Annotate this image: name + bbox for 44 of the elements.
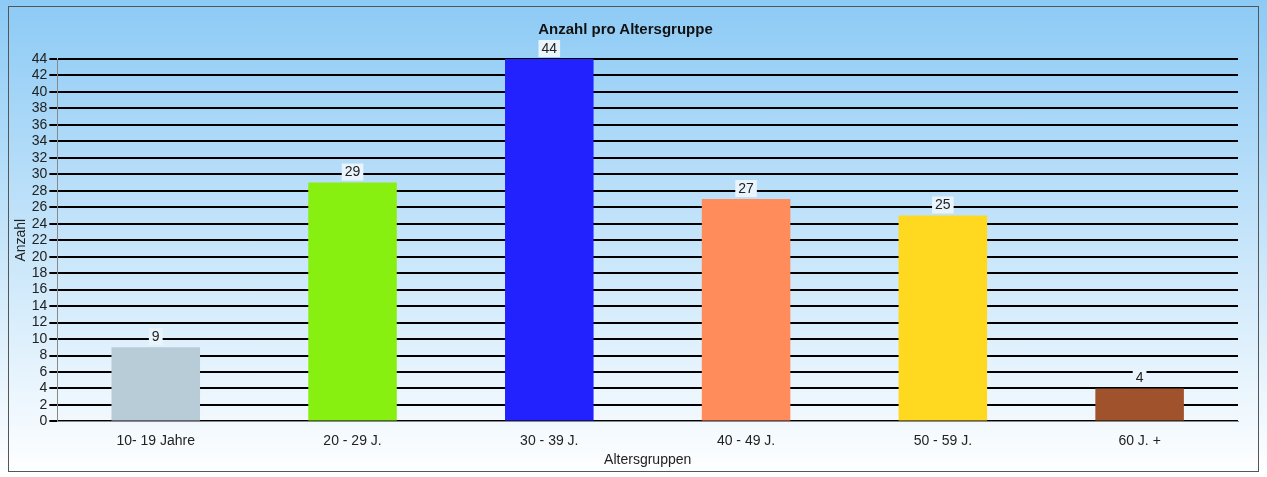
data-label: 29 bbox=[344, 163, 361, 180]
x-tick-label: 50 - 59 J. bbox=[913, 431, 973, 448]
y-tick-label: 16 bbox=[31, 280, 48, 297]
y-tick-label: 38 bbox=[31, 99, 48, 116]
y-axis-title: Anzahl bbox=[12, 218, 29, 262]
x-tick-label: 30 - 39 J. bbox=[520, 431, 579, 448]
y-tick-label: 44 bbox=[31, 49, 48, 66]
x-axis-title: Altersgruppen bbox=[604, 451, 692, 468]
y-tick-label: 12 bbox=[31, 313, 48, 330]
x-tick-label: 40 - 49 J. bbox=[716, 431, 776, 448]
y-tick-label: 34 bbox=[31, 132, 48, 149]
y-tick-label: 20 bbox=[31, 247, 48, 264]
data-label: 27 bbox=[738, 179, 755, 196]
y-tick-label: 40 bbox=[31, 82, 48, 99]
y-tick-label: 26 bbox=[31, 198, 48, 215]
y-tick-label: 4 bbox=[39, 379, 48, 396]
bar bbox=[898, 215, 988, 421]
bar bbox=[701, 199, 791, 421]
data-label: 44 bbox=[541, 39, 558, 56]
y-tick-label: 6 bbox=[39, 362, 48, 379]
chart-title: Anzahl pro Altersgruppe bbox=[538, 20, 713, 38]
data-label: 25 bbox=[935, 196, 951, 213]
x-tick-label: 60 J. + bbox=[1118, 431, 1161, 448]
y-tick-label: 36 bbox=[31, 115, 48, 132]
y-tick-label: 30 bbox=[31, 165, 48, 182]
y-tick-label: 2 bbox=[39, 395, 48, 412]
data-label: 4 bbox=[1135, 369, 1144, 386]
data-label: 9 bbox=[151, 328, 160, 345]
y-tick-label: 28 bbox=[31, 181, 48, 198]
y-tick-label: 24 bbox=[31, 214, 48, 231]
x-tick-label: 20 - 29 J. bbox=[323, 431, 382, 448]
y-tick-label: 14 bbox=[31, 296, 48, 313]
bar bbox=[308, 182, 397, 421]
bar bbox=[505, 59, 594, 421]
bar bbox=[111, 347, 201, 421]
y-tick-label: 22 bbox=[31, 231, 48, 248]
y-tick-label: 10 bbox=[31, 329, 48, 346]
y-tick-label: 32 bbox=[31, 148, 48, 165]
y-tick-label: 8 bbox=[39, 346, 48, 363]
y-tick-label: 42 bbox=[31, 66, 48, 83]
y-tick-label: 0 bbox=[39, 412, 48, 429]
bar bbox=[1095, 388, 1184, 421]
y-tick-label: 18 bbox=[31, 264, 48, 280]
x-tick-label: 10- 19 Jahre bbox=[116, 431, 196, 448]
